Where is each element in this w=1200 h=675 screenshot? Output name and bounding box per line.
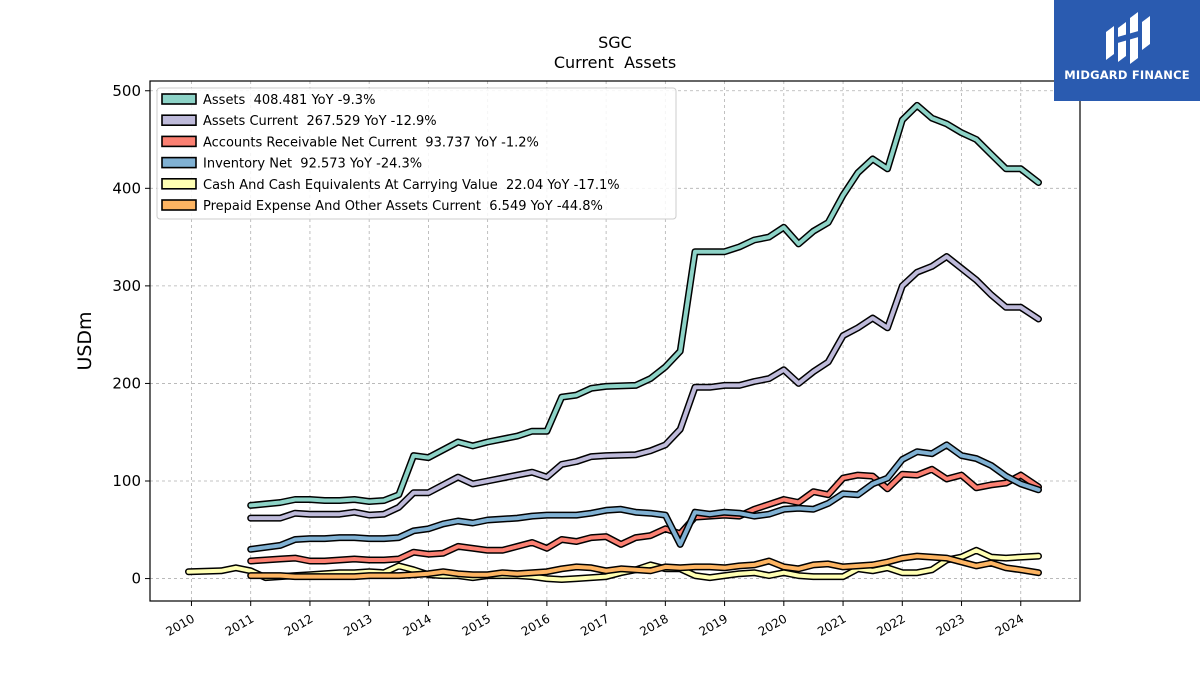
legend-label: Cash And Cash Equivalents At Carrying Va… (203, 178, 620, 193)
x-tick-label: 2017 (578, 611, 611, 638)
brand-logo: MIDGARD FINANCE (1054, 0, 1200, 101)
y-tick-label: 0 (131, 570, 141, 588)
x-tick-label: 2018 (637, 611, 670, 638)
series-line (247, 253, 1042, 522)
series-line-stroke (248, 554, 1041, 579)
series-line-stroke (248, 254, 1041, 521)
y-tick-label: 500 (112, 82, 141, 100)
legend-box (156, 87, 677, 220)
series-line-stroke (248, 103, 1041, 508)
series-line-stroke (248, 467, 1041, 563)
y-axis: 0 100 200 300 400 500 (112, 82, 150, 588)
legend-label: Inventory Net 92.573 YoY -24.3% (203, 157, 422, 172)
plot-frame (149, 80, 1081, 602)
series-line (185, 546, 1042, 583)
series-line-stroke (186, 548, 1041, 582)
legend-label: Assets 408.481 YoY -9.3% (203, 93, 375, 108)
x-tick-label: 2015 (460, 611, 493, 638)
legend-swatch (161, 156, 197, 169)
x-tick-label: 2014 (400, 611, 433, 638)
legend-item: Prepaid Expense And Other Assets Current… (161, 199, 603, 214)
legend-item: Assets 408.481 YoY -9.3% (161, 93, 375, 108)
y-tick-label: 300 (112, 277, 141, 295)
x-tick-label: 2024 (993, 611, 1026, 638)
series-line (247, 101, 1042, 509)
legend-swatch (161, 135, 197, 148)
x-tick-label: 2019 (697, 611, 730, 638)
chart-subtitle: Current Assets (554, 53, 676, 72)
x-tick-label: 2011 (223, 611, 256, 638)
legend-item: Inventory Net 92.573 YoY -24.3% (161, 156, 422, 172)
x-tick-label: 2013 (341, 611, 374, 638)
plot-lines (185, 101, 1042, 583)
series-line-stroke (248, 442, 1041, 552)
legend-swatch (161, 93, 197, 105)
series-line (247, 465, 1042, 565)
legend-label: Accounts Receivable Net Current 93.737 Y… (203, 135, 539, 150)
y-tick-label: 100 (112, 472, 141, 490)
x-tick-label: 2022 (874, 611, 907, 638)
logo-text: MIDGARD FINANCE (1064, 68, 1190, 82)
x-axis: 2010 2011 2012 2013 2014 2015 2016 2017 2018 2019… (164, 601, 1026, 639)
legend-label: Prepaid Expense And Other Assets Current… (203, 199, 603, 214)
x-tick-label: 2012 (282, 611, 315, 638)
y-tick-label: 400 (112, 179, 141, 197)
legend-item: Cash And Cash Equivalents At Carrying Va… (161, 178, 620, 193)
legend-label: Assets Current 267.529 YoY -12.9% (203, 114, 437, 129)
x-tick-label: 2020 (756, 611, 789, 638)
legend-swatch (161, 114, 197, 126)
logo-mark-icon (1106, 12, 1150, 64)
chart-title: SGC (598, 33, 632, 52)
series-line (247, 552, 1042, 581)
x-tick-label: 2010 (164, 611, 197, 638)
legend-swatch (161, 178, 197, 190)
legend-item: Assets Current 267.529 YoY -12.9% (161, 114, 437, 129)
x-tick-label: 2021 (815, 611, 848, 638)
y-axis-label: USDm (74, 311, 96, 370)
legend-swatch (161, 199, 197, 211)
legend-item: Accounts Receivable Net Current 93.737 Y… (161, 135, 539, 150)
legend: Assets 408.481 YoY -9.3% Assets Current 2… (156, 87, 677, 220)
x-tick-label: 2016 (519, 611, 552, 638)
y-tick-label: 200 (112, 374, 141, 392)
x-tick-label: 2023 (934, 611, 967, 638)
series-line (247, 441, 1042, 553)
